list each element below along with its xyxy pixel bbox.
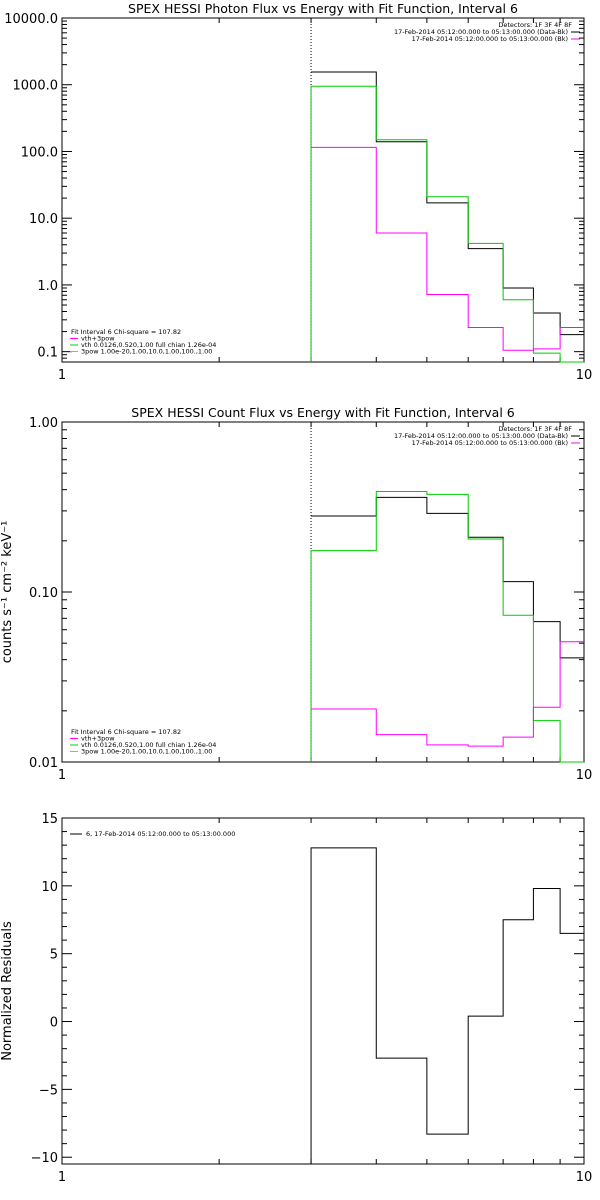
series-line-1	[310, 847, 584, 1164]
legend-entry: 17-Feb-2014 05:12:00.000 to 05:13:00.000…	[412, 35, 568, 43]
fit-info-text: Fit Interval 6 Chi-square = 107.82	[71, 728, 181, 736]
x-tick-label: 1	[58, 1170, 66, 1185]
plot-frame	[61, 421, 585, 763]
series-line-1	[311, 71, 584, 336]
y-tick-label: 10	[41, 880, 58, 895]
y-tick-label: −10	[31, 1151, 58, 1166]
legend-entry: vth+3pow	[81, 735, 115, 743]
y-tick-label: −5	[39, 1083, 58, 1098]
fit-info-text: Fit Interval 6 Chi-square = 107.82	[71, 328, 181, 336]
y-axis-label: Normalized Residuals	[0, 921, 15, 1061]
legend-entry: 3pow 1.00e-20,1.00,10.0,1.00,100.,1.00	[81, 348, 212, 356]
legend-entry: 17-Feb-2014 05:12:00.000 to 05:13:00.000…	[394, 432, 568, 440]
x-tick-label: 10	[576, 768, 593, 783]
legend-entry: 3pow 1.00e-20,1.00,10.0,1.00,100.,1.00	[81, 748, 212, 756]
x-tick-label: 1	[58, 368, 66, 383]
y-tick-label: 5	[50, 948, 58, 963]
legend-entry: Detectors: 1F 3F 4F 8F	[498, 21, 572, 29]
y-tick-label: 0.01	[29, 756, 58, 771]
legend-entry: 17-Feb-2014 05:12:00.000 to 05:13:00.000…	[394, 28, 568, 36]
legend-entry: vth 0.0126,0.520,1.00 full chian 1.26e-0…	[81, 341, 216, 349]
legend-entry: 6, 17-Feb-2014 05:12:00.000 to 05:13:00.…	[86, 830, 235, 838]
legend-entry: vth+3pow	[81, 335, 115, 343]
legend-entry: vth 0.0126,0.520,1.00 full chian 1.26e-0…	[81, 741, 216, 749]
y-tick-label: 0.10	[29, 586, 58, 601]
chart-title: SPEX HESSI Count Flux vs Energy with Fit…	[131, 405, 514, 420]
series-line-1	[311, 496, 584, 659]
panel-3: Normalized Residuals 1 10 15 10 5 0 −5 −10 6, 17-…	[0, 812, 592, 1185]
y-tick-label: 100.0	[21, 145, 58, 160]
legend-entry: 17-Feb-2014 05:12:00.000 to 05:13:00.000…	[412, 439, 568, 447]
chart-title: SPEX HESSI Photon Flux vs Energy with Fi…	[128, 1, 518, 16]
panel-1: SPEX HESSI Photon Flux vs Energy with Fi…	[4, 1, 592, 383]
y-tick-label: 10000.0	[4, 12, 58, 27]
legend-entry: Detectors: 1F 3F 4F 8F	[498, 425, 572, 433]
y-tick-label: 0	[50, 1016, 58, 1031]
series-line-3	[311, 641, 584, 747]
x-tick-label: 10	[576, 368, 593, 383]
series-line-2	[310, 491, 584, 763]
y-axis-label: counts s⁻¹ cm⁻² keV⁻¹	[0, 521, 15, 664]
panel-2: SPEX HESSI Count Flux vs Energy with Fit…	[0, 405, 592, 783]
series-line-2	[310, 85, 584, 363]
y-tick-label: 15	[41, 812, 58, 827]
y-tick-label: 1000.0	[13, 79, 59, 94]
y-tick-label: 1.00	[29, 416, 58, 431]
y-tick-label: 0.1	[37, 346, 58, 361]
y-tick-label: 10.0	[29, 212, 58, 227]
x-tick-label: 1	[58, 768, 66, 783]
y-tick-label: 1.0	[37, 279, 58, 294]
plot-frame	[61, 817, 585, 1165]
x-tick-label: 10	[576, 1170, 593, 1185]
plot-frame	[61, 17, 585, 363]
series-line-3	[311, 146, 584, 351]
